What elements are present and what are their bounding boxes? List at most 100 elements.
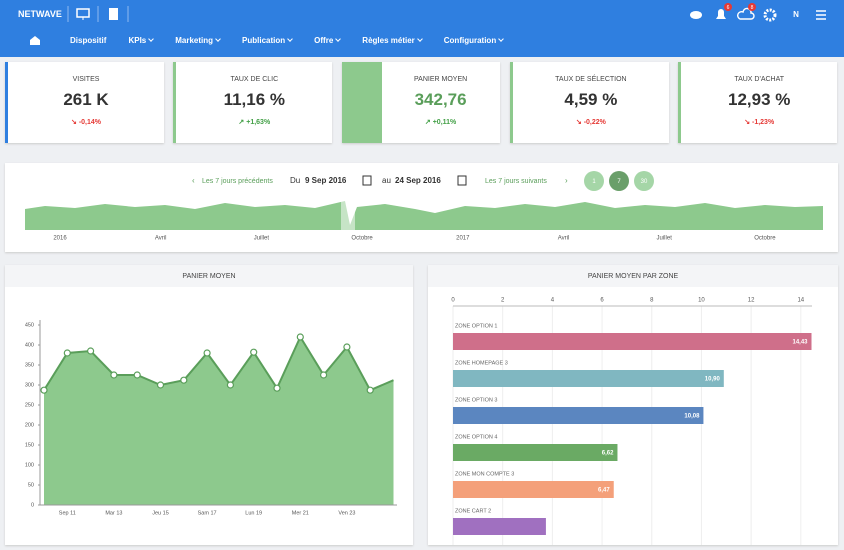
kpi-value: 261 K [63,90,109,109]
prev-link[interactable]: Les 7 jours précédents [202,178,273,185]
y-tick-label: 450 [25,322,34,328]
timeline-label: Octobre [351,236,373,242]
brand: NETWAVE [18,9,62,19]
point [296,333,304,341]
x-tick-label: 6 [600,298,604,304]
header-icons: 6 8 N [30,3,826,45]
header: NETWAVE 6 8 N Dispositif KPIs Marketing Pub… [0,0,844,57]
point [180,376,188,384]
point [40,386,48,394]
next-link[interactable]: Les 7 jours suivants [485,178,547,185]
x-tick-label: Jeu 15 [152,510,169,516]
kpi-value: 4,59 % [564,90,618,109]
category-label: ZONE OPTION 4 [455,434,497,440]
date-panel: Les 7 jours précédents ‹ Du 9 Sep 2016 a… [5,163,838,252]
bell-icon[interactable] [716,9,726,19]
point [63,349,71,357]
trend-icon: ↘ [744,119,752,126]
nav-item[interactable]: KPIs [128,36,153,45]
timeline-label: 2016 [53,236,67,242]
x-tick-label: Ven 23 [338,510,355,516]
kpi-change-value: -0,22% [583,119,606,126]
calendar-icon[interactable] [362,175,372,186]
timeline-selection[interactable] [341,199,355,231]
doc-icon[interactable] [109,8,118,20]
kpi-card: TAUX DE SÉLECTION 4,59 % ↘ -0,22% [509,62,669,143]
range-button-label: 1 [592,179,596,185]
nav-item[interactable]: Offre [314,36,340,45]
kpi-label: TAUX DE CLIC [230,76,279,83]
y-tick-label: 250 [25,402,34,408]
x-tick-label: 12 [748,298,755,304]
cloud-icon[interactable] [737,7,755,20]
timeline-label: Juillet [657,236,673,242]
timeline-label: Avril [558,236,570,242]
area [44,337,394,505]
line-panel: PANIER MOYEN 0 50 100 150 200 250 300 350 400 450 S… [5,265,413,545]
x-tick-label: Lun 19 [245,510,262,516]
home-icon[interactable] [30,36,40,45]
kpi-value: 342,76 [414,90,467,109]
bar [453,518,546,535]
y-tick-label: 150 [25,442,34,448]
kpi-label: VISITES [72,76,100,83]
eye-icon[interactable] [690,11,702,19]
bar [453,407,704,424]
kpi-label: PANIER MOYEN [414,76,468,83]
range-button-label: 30 [641,179,648,185]
range-button[interactable] [609,171,629,191]
panel-title-bar [5,265,413,287]
nav-item[interactable]: Publication [242,36,292,45]
y-tick-label: 100 [25,462,34,468]
timeline-label: Avril [155,236,167,242]
user-initial[interactable]: N [793,10,799,19]
point [250,348,258,356]
nav-item[interactable]: Règles métier [362,36,421,45]
point [203,349,211,357]
to-label: au [382,176,391,185]
kpi-label: TAUX DE SÉLECTION [555,76,627,83]
range-button-label: 7 [617,179,621,185]
kpi-value: 11,16 % [223,90,286,109]
to-date[interactable]: 24 Sep 2016 [395,176,441,185]
calendar-icon[interactable] [457,175,467,186]
value-label: 6,62 [602,451,614,457]
trend-icon: ↗ [424,119,433,126]
range-button[interactable] [584,171,604,191]
value-label: 14,43 [792,340,808,346]
kpi-change-value: +0,11% [432,119,457,126]
nav-item[interactable]: Marketing [175,36,220,45]
menu-icon[interactable] [816,10,826,20]
chevron: › [565,176,568,185]
timeline-label: Octobre [754,236,776,242]
category-label: ZONE OPTION 3 [455,397,497,403]
category-label: ZONE HOMEPAGE 3 [455,360,508,366]
y-tick-label: 200 [25,422,34,428]
badge: 6 [727,5,730,11]
point [110,371,118,379]
kpi-change: ↘ -0,14% [8,118,164,126]
panel-title-bar [428,265,838,287]
x-tick-label: 14 [797,298,804,304]
value-label: 10,08 [684,414,700,420]
bar-chart: PANIER MOYEN PAR ZONE 0 2 4 6 8 10 12 14 ZONE OPT… [428,265,838,545]
page: NETWAVE 6 8 N Dispositif KPIs Marketing Pub… [0,0,844,536]
nav-item[interactable]: Configuration [444,36,503,45]
point [320,371,328,379]
x-tick-label: 10 [698,298,705,304]
nav-item[interactable]: Dispositif [70,36,107,45]
chart-title: PANIER MOYEN [182,273,235,280]
kpi-card: PANIER MOYEN 342,76 ↗ +0,11% [341,62,500,143]
point [343,343,351,351]
gear-icon[interactable] [763,8,777,22]
chart-title: PANIER MOYEN PAR ZONE [588,273,679,280]
bar [453,333,812,350]
trend-icon: ↗ [238,119,247,126]
monitor-icon[interactable] [76,8,90,18]
from-date[interactable]: 9 Sep 2016 [305,176,347,185]
kpi-card: VISITES 261 K ↘ -0,14% [5,62,164,143]
from-label: Du [290,176,300,185]
x-tick-label: 2 [501,298,505,304]
range-button[interactable] [634,171,654,191]
x-tick-label: 0 [451,298,455,304]
